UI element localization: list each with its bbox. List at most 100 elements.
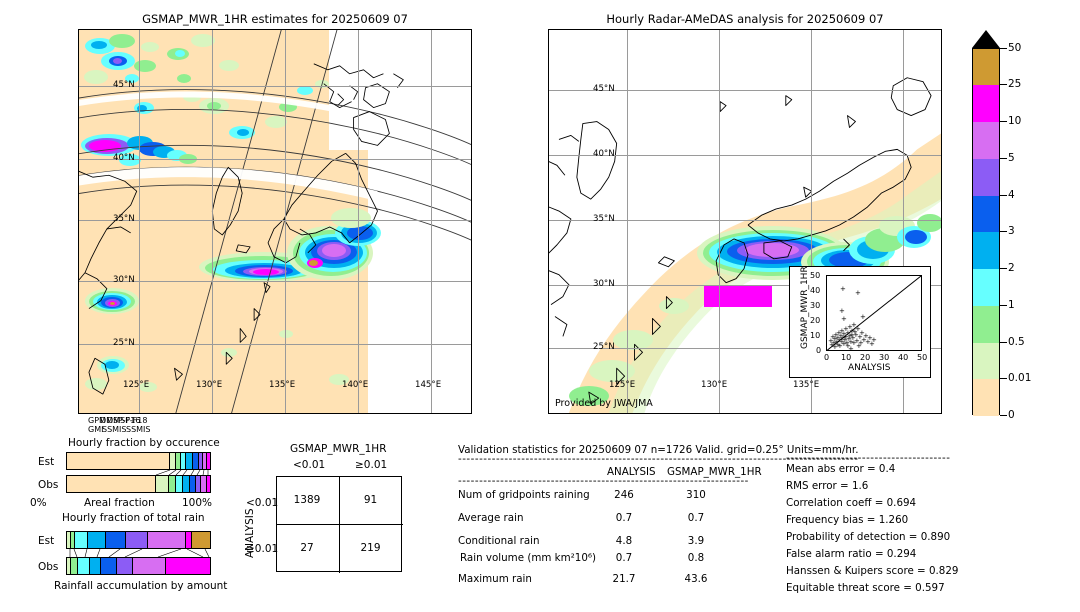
right-map-lat-label-1: 40°N: [593, 149, 615, 159]
left-map-lat-label-1: 40°N: [113, 153, 135, 163]
scatter-xtick-0: 0: [824, 353, 830, 362]
colorbar-seg-4-5: [973, 159, 999, 196]
colorbar-seg-10-25: [973, 85, 999, 122]
validation-score-5: False alarm ratio = 0.294: [786, 548, 917, 560]
occurrence-obs-segment-7: [201, 476, 208, 492]
colorbar-seg-2-3: [973, 232, 999, 269]
coastline-overlay-right: [549, 77, 932, 405]
left-map-lat-label-4: 25°N: [113, 338, 135, 348]
total-rain-est-segment-0: [67, 532, 71, 548]
fraction-occurrence-connectors: [155, 470, 209, 475]
total-rain-est-segment-3: [87, 532, 107, 548]
validation-row-label-4: Maximum rain: [458, 573, 532, 585]
total-rain-obs-segment-2: [78, 558, 90, 574]
left-map-lon-label-3: 140°E: [342, 380, 369, 390]
left-panel-title: GSMAP_MWR_1HR estimates for 20250609 07: [142, 12, 408, 26]
validation-header: Validation statistics for 20250609 07 n=…: [458, 444, 859, 456]
gsmap-estimates-map: 45°N 40°N 35°N 30°N 25°N: [78, 29, 472, 414]
right-map-lat-label-2: 35°N: [593, 214, 615, 224]
right-map-lat-label-3: 30°N: [593, 279, 615, 289]
colorbar-seg-5-10: [973, 122, 999, 159]
occurrence-obs-segment-5: [189, 476, 196, 492]
total-rain-obs-segment-6: [132, 558, 166, 574]
colorbar-label-10: 10: [1008, 115, 1022, 127]
validation-score-2: Correlation coeff = 0.694: [786, 497, 917, 509]
scatter-plot-inset: + + + + + + + + + + + + + + + + + + + +: [789, 266, 931, 378]
total-rain-est-segment-8: [192, 532, 210, 548]
occurrence-obs-segment-0: [67, 476, 156, 492]
total-rain-est-segment-1: [70, 532, 75, 548]
colorbar-seg-0-001: [973, 379, 999, 416]
colorbar-label-0: 0: [1008, 409, 1015, 421]
scatter-ytick-30: 30: [810, 301, 821, 310]
total-rain-obs-segment-3: [89, 558, 102, 574]
validation-row-label-3: Rain volume (mm km²10⁶): [460, 552, 597, 564]
validation-row-label-1: Average rain: [458, 512, 524, 524]
colorbar-label-5: 5: [1008, 152, 1015, 164]
grid-lat-30-right: [549, 285, 941, 286]
total-rain-est-segment-6: [147, 532, 187, 548]
validation-score-3: Frequency bias = 1.260: [786, 514, 909, 526]
grid-lon-140-right: [903, 30, 904, 413]
right-map-lon-label-1: 130°E: [701, 380, 728, 390]
scatter-xtick-50: 50: [917, 353, 928, 362]
scatter-ytick-50: 50: [810, 271, 821, 280]
grid-lat-35: [79, 220, 471, 221]
colorbar-seg-1-2: [973, 269, 999, 306]
colorbar-label-25: 25: [1008, 78, 1022, 90]
contingency-table: [276, 476, 403, 573]
contingency-cell-1-1: 219: [360, 542, 381, 554]
scatter-ytick-20: 20: [810, 316, 821, 325]
colorbar-label-1: 1: [1008, 299, 1015, 311]
grid-lon-135-right: [811, 30, 812, 413]
validation-score-1: RMS error = 1.6: [786, 480, 869, 492]
validation-row-gsmap-1: 0.7: [687, 512, 705, 524]
satellite-label-dmsp-f16: DMSP-F16: [100, 416, 141, 425]
validation-scores-dash: ---------------------------------------: [786, 452, 951, 464]
colorbar-label-05: 0.5: [1008, 336, 1025, 348]
satellite-label-dmsp-f18: DMSP-F18: [107, 416, 148, 425]
validation-row-analysis-4: 21.7: [612, 573, 636, 585]
occurrence-est-segment-7: [202, 453, 208, 469]
right-map-canvas: 45°N 40°N 35°N 30°N 25°N 125°E 130°E 135…: [549, 30, 941, 413]
fraction-total-rain-caption: Rainfall accumulation by amount: [54, 580, 228, 592]
left-map-lat-label-0: 45°N: [113, 80, 135, 90]
right-map-lat-label-4: 25°N: [593, 342, 615, 352]
grid-lat-45-right: [549, 90, 941, 91]
left-map-lon-label-0: 125°E: [123, 380, 150, 390]
occurrence-est-segment-0: [67, 453, 170, 469]
grid-lat-45: [79, 86, 471, 87]
validation-row-analysis-1: 0.7: [615, 512, 633, 524]
validation-row-analysis-0: 246: [614, 489, 634, 501]
colorbar-seg-001-05: [973, 343, 999, 379]
validation-dash-1: ----------------------------------------…: [458, 453, 859, 465]
validation-score-4: Probability of detection = 0.890: [786, 531, 951, 543]
grid-lon-145: [431, 30, 432, 413]
total-rain-obs-segment-5: [117, 558, 133, 574]
validation-row-gsmap-3: 0.8: [687, 552, 705, 564]
colorbar-seg-25-50: [973, 49, 999, 85]
scatter-ytick-10: 10: [810, 331, 821, 340]
occurrence-obs-segment-1: [155, 476, 169, 492]
colorbar-label-50: 50: [1008, 42, 1022, 54]
grid-lon-125: [139, 30, 140, 413]
validation-dash-2: ----------------------------------------…: [458, 475, 748, 487]
left-map-lat-label-3: 30°N: [113, 275, 135, 285]
satellite-label-ssmis-1: SSMIS: [102, 425, 127, 434]
total-rain-est-segment-5: [126, 532, 148, 548]
contingency-row-header-1: ≥0.01: [246, 543, 279, 555]
total-rain-obs-segment-0: [67, 558, 72, 574]
colorbar: 50 25 10 5 4 3 2 1 0.5 0.01 0: [968, 30, 1068, 422]
grid-lat-40: [79, 159, 471, 160]
right-map-lat-label-0: 45°N: [593, 84, 615, 94]
scatter-xtick-10: 10: [841, 353, 852, 362]
colorbar-label-001: 0.01: [1008, 372, 1032, 384]
occurrence-est-segment-2: [175, 453, 181, 469]
fraction-total-rain-title: Hourly fraction of total rain: [62, 512, 205, 524]
scatter-ytick-0: 0: [816, 346, 822, 355]
validation-score-7: Equitable threat score = 0.597: [786, 582, 945, 594]
left-map-lat-label-2: 35°N: [113, 214, 135, 224]
scatter-xtick-30: 30: [879, 353, 890, 362]
right-map-lon-label-0: 125°E: [609, 380, 636, 390]
total-rain-est-segment-4: [106, 532, 127, 548]
